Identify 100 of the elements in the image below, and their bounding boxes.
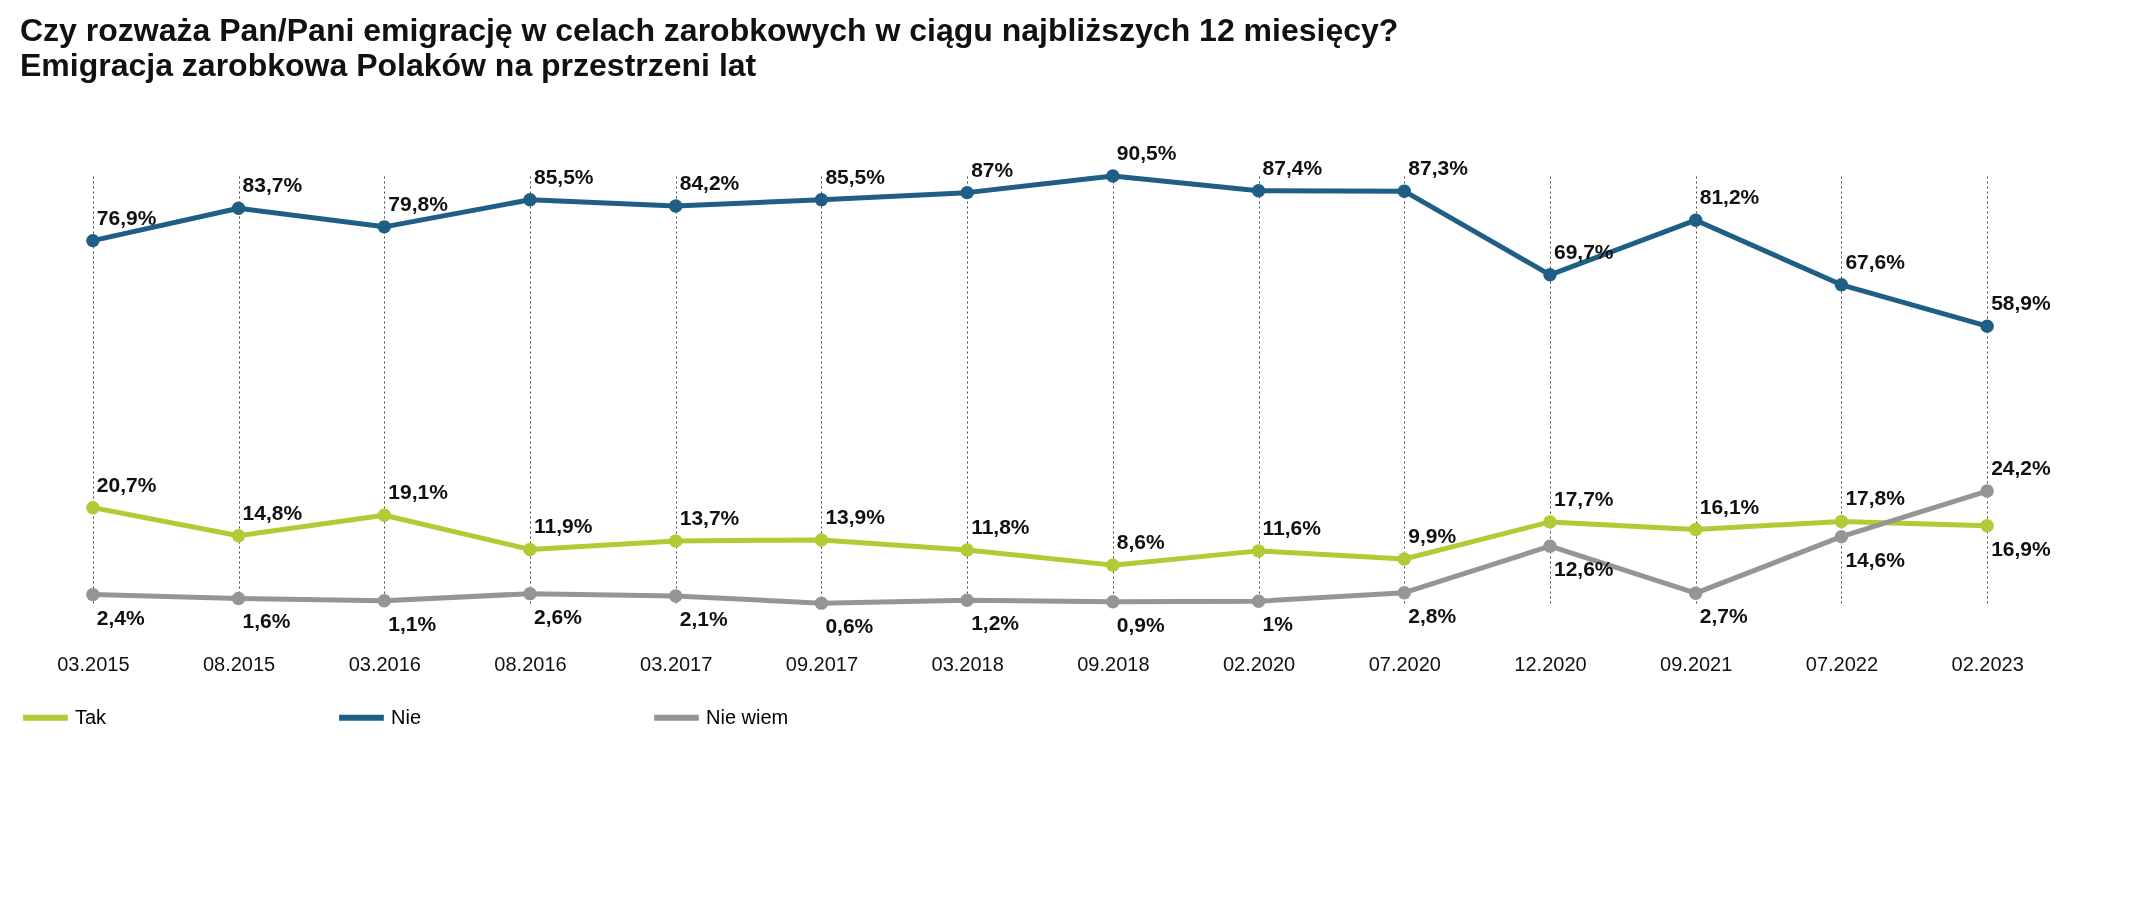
data-label: 8,6% [1116,530,1166,554]
data-label: 19,1% [388,480,449,504]
x-tick-label: 03.2016 [348,652,421,675]
chart-title: Czy rozważa Pan/Pani emigrację w celach zarobkowych w ciągu najbliższych 12 miesięcy? [20,12,1399,48]
point [960,593,974,607]
data-label: 9,9% [1408,523,1457,547]
data-label: 11,9% [534,514,593,538]
data-label: 1% [1262,612,1294,636]
x-tick-label: 03.2015 [57,652,130,675]
x-tick-label: 09.2018 [1077,652,1150,675]
data-label: 2,4% [96,605,146,629]
data-label: 2,7% [1699,604,1748,628]
data-label: 85,5% [534,164,594,188]
point [1251,544,1266,558]
data-label: 81,2% [1699,185,1760,209]
x-tick-label: 08.2015 [202,652,276,675]
data-label: 13,9% [825,504,886,528]
data-label: 76,9% [96,205,157,229]
data-label: 2,8% [1408,603,1457,627]
chart-subtitle: Emigracja zarobkowa Polaków na przestrzeni lat [20,47,757,83]
x-tick-label: 02.2023 [1951,652,2024,675]
point [1543,268,1557,282]
point [669,534,683,548]
point [960,185,974,200]
point [86,233,100,248]
data-label: 12,6% [1554,557,1614,581]
data-label: 17,8% [1845,486,1906,510]
point [1689,586,1703,600]
data-label: 67,6% [1845,249,1906,273]
point [377,508,391,522]
legend-label: Tak [75,705,108,728]
point [1106,595,1120,609]
data-label: 20,7% [96,472,157,496]
data-label: 87,3% [1408,156,1469,180]
point [814,193,829,207]
point [377,594,391,608]
x-tick-label: 02.2020 [1222,652,1296,675]
x-tick-label: 12.2020 [1514,652,1587,675]
x-tick-label: 03.2018 [931,652,1004,675]
data-label: 0,6% [825,614,874,638]
data-label: 90,5% [1116,141,1177,164]
point [523,586,537,601]
x-tick-label: 07.2020 [1368,652,1441,675]
data-label: 79,8% [388,191,449,215]
point [86,500,100,515]
point [1834,529,1849,544]
point [1980,484,1994,498]
point [1106,558,1120,572]
data-label: 0,9% [1116,612,1166,636]
data-label: 87% [971,157,1014,181]
data-label: 14,8% [242,500,303,524]
data-label: 58,9% [1991,291,2052,315]
point [523,193,537,207]
data-label: 85,5% [825,164,886,188]
x-tick-label: 03.2017 [640,652,713,675]
point [1543,515,1557,529]
data-label: 13,7% [679,505,740,529]
data-label: 2,1% [679,607,728,631]
point [1834,514,1849,529]
point [814,596,829,610]
point [1106,169,1120,183]
point [1980,319,1994,333]
data-label: 1,2% [971,611,1020,635]
data-label: 83,7% [242,173,303,197]
point [523,542,537,557]
data-label: 14,6% [1845,547,1906,571]
point [1251,184,1266,198]
point [231,201,246,215]
data-label: 17,7% [1554,486,1614,510]
legend-label: Nie wiem [706,705,789,728]
point [1397,552,1411,566]
x-tick-label: 09.2017 [785,652,859,675]
data-label: 11,8% [971,514,1030,538]
point [231,528,246,543]
point [1251,594,1266,608]
data-label: 1,6% [242,609,291,633]
data-label: 24,2% [1991,456,2052,480]
point [1543,539,1557,553]
x-tick-label: 07.2022 [1805,652,1879,675]
point [231,591,246,606]
data-label: 1,1% [388,611,437,635]
data-label: 16,9% [1991,536,2052,560]
point [1689,522,1703,537]
data-label: 87,4% [1262,155,1323,179]
point [1397,586,1411,600]
point [669,199,683,213]
data-label: 16,1% [1699,494,1760,518]
point [1980,519,1994,533]
point [960,543,974,557]
x-tick-label: 09.2021 [1660,652,1733,675]
point [86,587,100,602]
point [1689,213,1703,227]
point [1397,184,1411,198]
point [377,220,391,234]
data-label: 2,6% [534,604,583,628]
data-label: 69,7% [1554,239,1614,263]
data-label: 11,6% [1262,515,1322,539]
point [814,533,829,547]
x-tick-label: 08.2016 [494,652,567,675]
legend-label: Nie [391,705,422,728]
